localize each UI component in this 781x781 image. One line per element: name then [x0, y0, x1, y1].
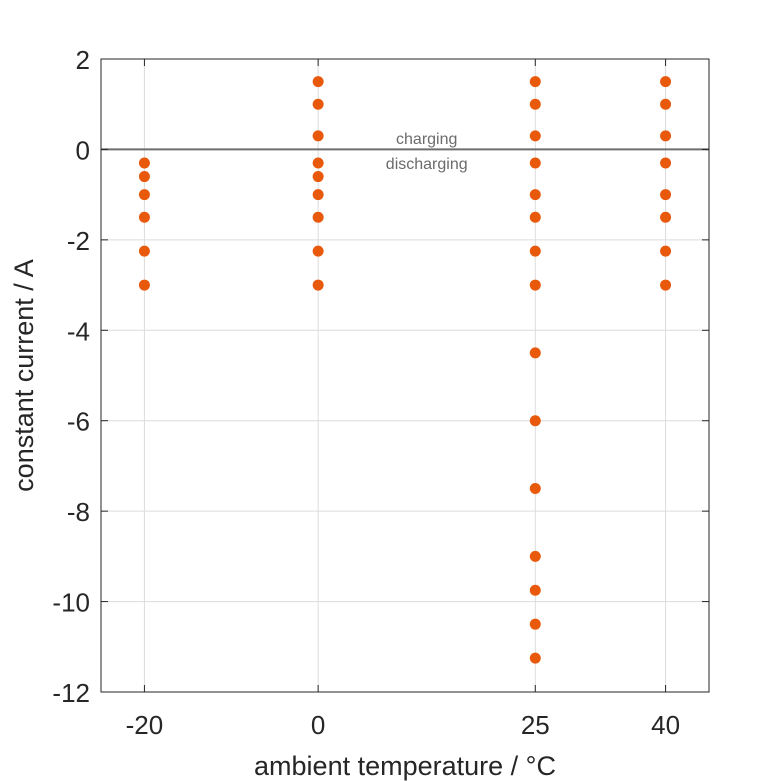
x-axis-tick-labels: -20 0 25 40	[126, 710, 680, 740]
data-point	[660, 211, 672, 223]
data-point	[660, 76, 672, 88]
data-point	[138, 171, 150, 183]
y-tick-label: 0	[76, 135, 90, 165]
data-point	[660, 189, 672, 201]
data-point	[138, 245, 150, 257]
data-point	[529, 483, 541, 495]
data-point	[138, 279, 150, 291]
tick-marks	[101, 58, 709, 693]
x-tick-label: 25	[521, 710, 550, 740]
data-point	[660, 130, 672, 142]
x-axis-label: ambient temperature / °C	[254, 751, 556, 781]
data-point	[312, 98, 324, 110]
data-point	[529, 157, 541, 169]
y-tick-label: -12	[52, 678, 90, 708]
data-point	[312, 76, 324, 88]
x-tick-label: -20	[126, 710, 164, 740]
data-point	[660, 279, 672, 291]
data-points	[138, 76, 672, 664]
data-point	[529, 584, 541, 596]
data-point	[138, 211, 150, 223]
x-tick-label: 0	[311, 710, 325, 740]
y-tick-label: -8	[67, 497, 90, 527]
y-tick-label: 2	[76, 45, 90, 75]
data-point	[312, 189, 324, 201]
data-point	[529, 245, 541, 257]
y-axis-tick-labels: 2 0 -2 -4 -6 -8 -10 -12	[52, 45, 90, 708]
data-point	[529, 130, 541, 142]
data-point	[312, 130, 324, 142]
data-point	[529, 211, 541, 223]
data-point	[529, 652, 541, 664]
data-point	[312, 171, 324, 183]
annotations: charging discharging	[386, 131, 468, 173]
data-point	[660, 98, 672, 110]
annotation-label: discharging	[386, 156, 468, 173]
data-point	[529, 347, 541, 359]
data-point	[529, 76, 541, 88]
data-point	[529, 550, 541, 562]
y-tick-label: -4	[67, 316, 90, 346]
data-point	[312, 157, 324, 169]
data-point	[138, 157, 150, 169]
data-point	[529, 189, 541, 201]
plot-area-frame	[100, 58, 710, 693]
x-tick-label: 40	[651, 710, 680, 740]
data-point	[660, 157, 672, 169]
annotation-label: charging	[396, 131, 457, 148]
y-tick-label: -10	[52, 588, 90, 618]
data-point	[138, 189, 150, 201]
data-point	[660, 245, 672, 257]
y-axis-label: constant current / A	[9, 259, 39, 492]
grid-lines	[101, 58, 709, 693]
data-point	[312, 211, 324, 223]
data-point	[529, 279, 541, 291]
data-point	[529, 618, 541, 630]
data-point	[529, 98, 541, 110]
y-tick-label: -6	[67, 407, 90, 437]
data-point	[312, 245, 324, 257]
data-point	[529, 415, 541, 427]
y-tick-label: -2	[67, 226, 90, 256]
data-point	[312, 279, 324, 291]
